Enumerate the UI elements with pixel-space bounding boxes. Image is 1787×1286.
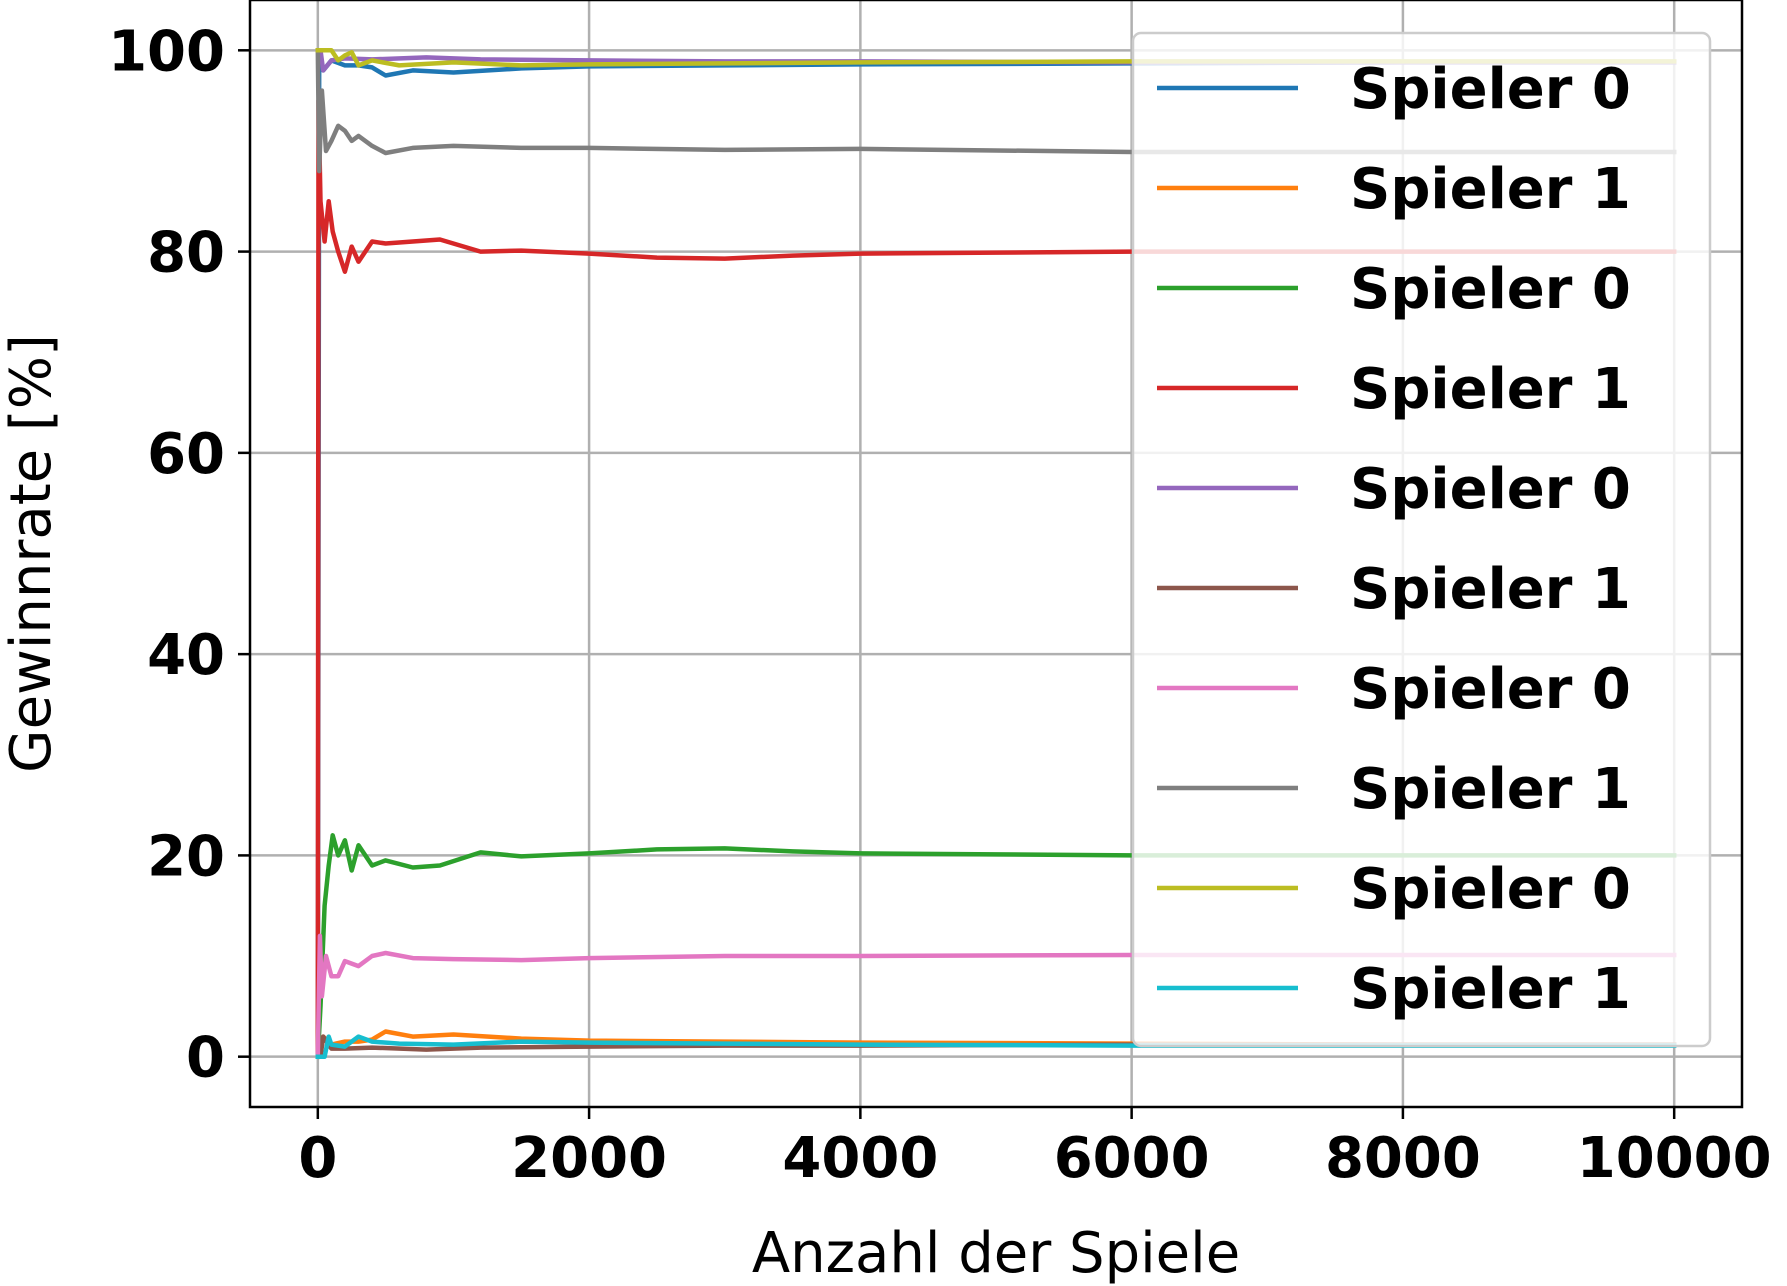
series-line-3 <box>315 98 1677 1059</box>
series-line-6 <box>315 933 1677 1059</box>
legend-entry-label: Spieler 1 <box>1350 757 1631 822</box>
x-tick-label: 10000 <box>1577 1126 1772 1191</box>
x-axis-ticks: 0 2000 4000 6000 8000 10000 <box>298 1107 1772 1191</box>
legend-entry-label: Spieler 1 <box>1350 157 1631 222</box>
y-tick-label: 0 <box>186 1026 225 1091</box>
legend-entry-label: Spieler 0 <box>1350 657 1631 722</box>
x-tick-label: 6000 <box>1054 1126 1210 1191</box>
series-line-8 <box>315 48 1677 68</box>
y-tick-label: 80 <box>147 221 225 286</box>
y-axis-ticks: 0 20 40 60 80 100 <box>108 19 250 1091</box>
series-lines <box>315 48 1677 1060</box>
series-line-2 <box>315 833 1677 1060</box>
axes-frame <box>248 0 1744 1109</box>
series-line-9 <box>315 1034 1677 1059</box>
x-axis-label: Anzahl der Spiele <box>752 1221 1240 1286</box>
x-tick-label: 0 <box>298 1126 337 1191</box>
legend-entry-label: Spieler 0 <box>1350 457 1631 522</box>
legend-entry-label: Spieler 1 <box>1350 357 1631 422</box>
legend-entry-label: Spieler 0 <box>1350 257 1631 322</box>
series-line-7 <box>315 48 1677 174</box>
y-tick-label: 40 <box>147 623 225 688</box>
x-tick-label: 8000 <box>1325 1126 1481 1191</box>
y-axis-label: Gewinnrate [%] <box>0 334 64 773</box>
legend-entry-label: Spieler 0 <box>1350 857 1631 922</box>
legend-entry-label: Spieler 1 <box>1350 957 1631 1022</box>
y-tick-label: 20 <box>147 824 225 889</box>
legend-entry-label: Spieler 0 <box>1350 57 1631 122</box>
legend: Spieler 0 Spieler 1 Spieler 0 Spieler 1 Spie… <box>1131 31 1712 1048</box>
y-tick-label: 60 <box>147 422 225 487</box>
x-tick-label: 2000 <box>511 1126 667 1191</box>
x-tick-label: 4000 <box>782 1126 938 1191</box>
y-tick-label: 100 <box>108 19 225 84</box>
legend-entry-label: Spieler 1 <box>1350 557 1631 622</box>
